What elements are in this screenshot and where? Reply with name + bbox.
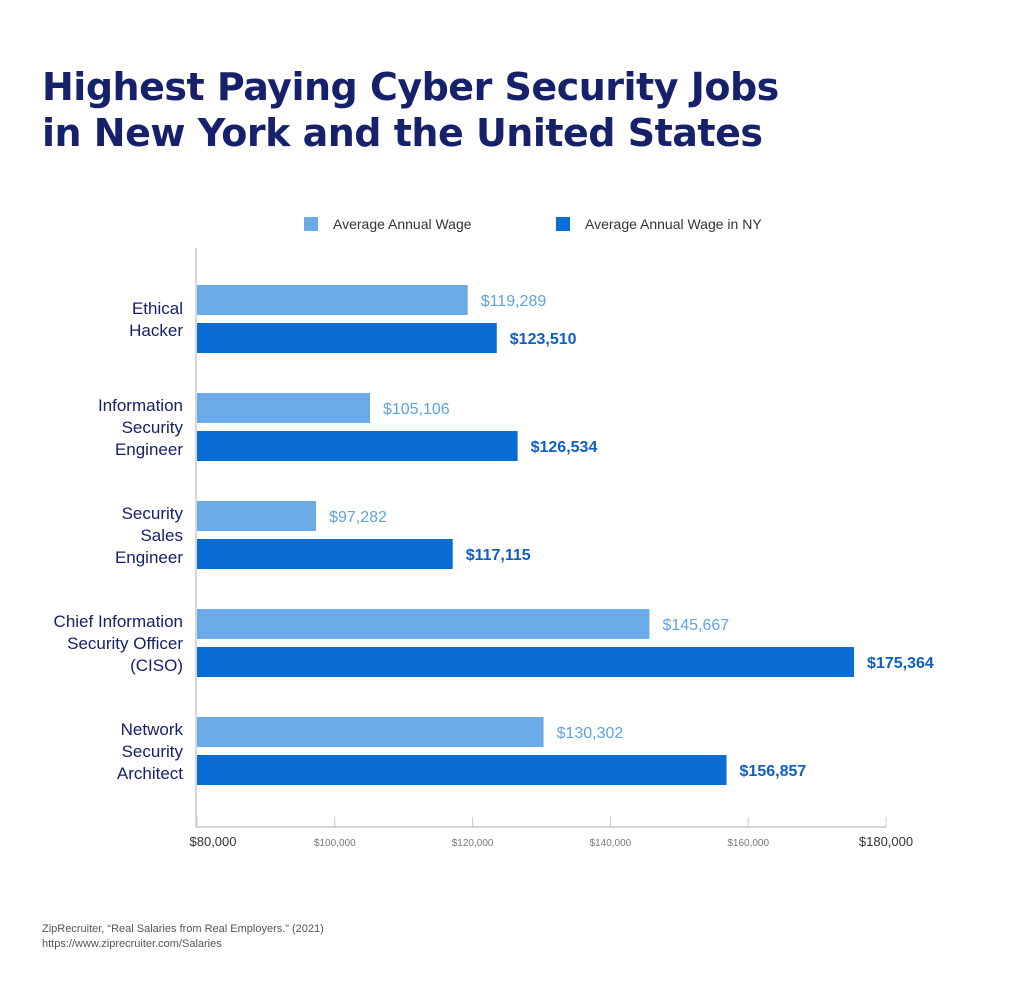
category-label: Engineer: [115, 440, 183, 459]
source-url: https://www.ziprecruiter.com/Salaries: [42, 938, 222, 950]
legend-label: Average Annual Wage: [333, 216, 472, 232]
data-label: $156,857: [740, 763, 807, 780]
category-label: Hacker: [129, 321, 183, 340]
bar: [197, 717, 544, 747]
bar: [197, 285, 468, 315]
bar: [197, 393, 370, 423]
data-label: $145,667: [662, 617, 729, 634]
x-tick-label: $120,000: [452, 838, 494, 849]
bar: [197, 609, 650, 639]
bar: [197, 323, 497, 353]
category-label: Security Officer: [67, 634, 183, 653]
data-label: $119,289: [481, 293, 547, 310]
category-label: Sales: [140, 526, 183, 545]
bar: [197, 431, 518, 461]
category-label: Network: [121, 720, 184, 739]
x-tick-label: $140,000: [590, 838, 632, 849]
legend-swatch: [304, 217, 318, 231]
legend-label: Average Annual Wage in NY: [585, 216, 762, 232]
data-label: $105,106: [383, 401, 450, 418]
category-label: Engineer: [115, 548, 183, 567]
bar: [197, 647, 855, 677]
category-label: Ethical: [132, 299, 183, 318]
category-label: Information: [98, 396, 183, 415]
category-label: Chief Information: [54, 612, 183, 631]
data-label: $126,534: [531, 439, 598, 456]
category-label: Architect: [117, 764, 183, 783]
bar: [197, 755, 727, 785]
source-citation: ZipRecruiter, “Real Salaries from Real E…: [42, 923, 324, 935]
legend-swatch: [556, 217, 570, 231]
data-label: $130,302: [557, 725, 624, 742]
data-label: $175,364: [867, 655, 934, 672]
x-tick-label: $160,000: [727, 838, 769, 849]
bar: [197, 539, 453, 569]
category-label: Security: [122, 418, 184, 437]
chart-title: Highest Paying Cyber Security Jobs in Ne…: [42, 64, 779, 156]
x-tick-label: $80,000: [190, 834, 237, 849]
title-line-2: in New York and the United States: [42, 111, 763, 155]
title-line-1: Highest Paying Cyber Security Jobs: [42, 65, 779, 109]
data-label: $117,115: [466, 547, 531, 564]
category-label: Security: [122, 742, 184, 761]
data-label: $123,510: [510, 331, 577, 348]
category-label: (CISO): [130, 656, 183, 675]
data-label: $97,282: [329, 509, 387, 526]
bar: [197, 501, 317, 531]
x-tick-label: $180,000: [859, 834, 913, 849]
x-tick-label: $100,000: [314, 838, 356, 849]
category-label: Security: [122, 504, 184, 523]
